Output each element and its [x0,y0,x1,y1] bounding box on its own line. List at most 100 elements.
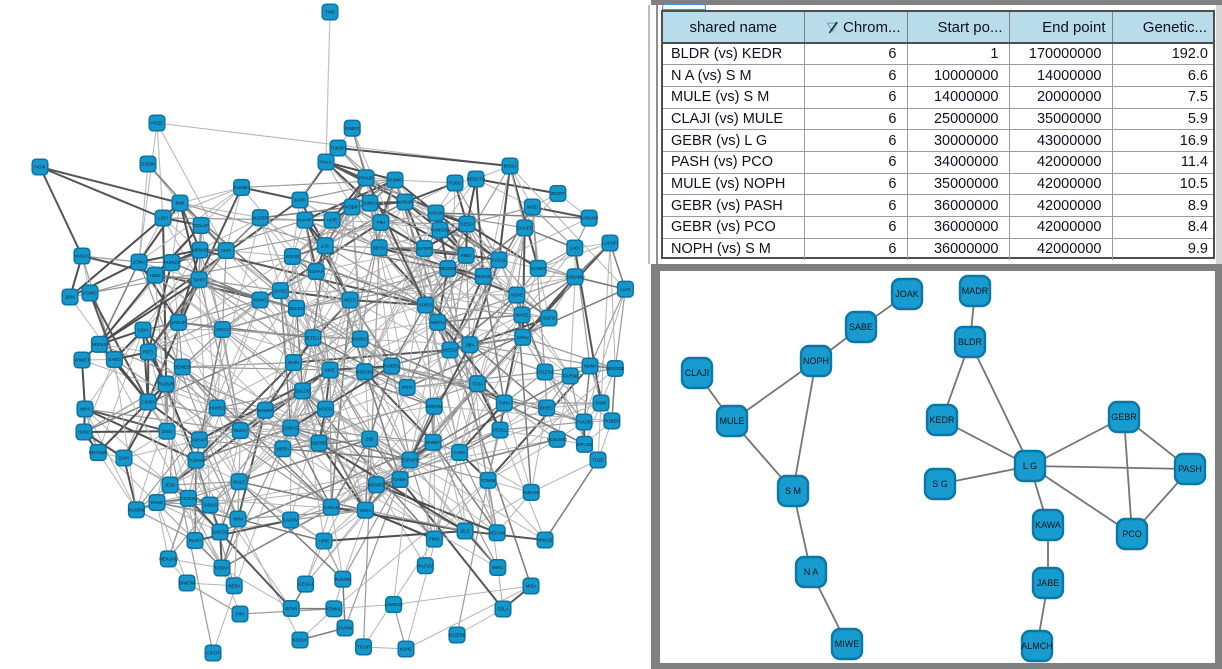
svg-text:KESO: KESO [461,222,474,227]
svg-text:VAGUC: VAGUC [74,254,89,259]
svg-text:GOMIR: GOMIR [531,266,546,271]
svg-text:JOAK: JOAK [895,289,919,299]
svg-text:FAWI: FAWI [596,401,607,406]
svg-text:SIVEMI: SIVEMI [563,374,578,379]
svg-text:KEKA: KEKA [360,508,372,513]
svg-text:WEWES: WEWES [368,482,385,487]
svg-text:LADI: LADI [570,246,580,251]
svg-text:JABE: JABE [1037,578,1060,588]
svg-text:TINE: TINE [325,10,335,15]
svg-text:HOZE: HOZE [151,121,163,126]
svg-text:BIMI: BIMI [175,201,184,206]
svg-text:GAWA: GAWA [394,477,407,482]
svg-text:WOSUG: WOSUG [352,337,370,342]
svg-text:ROBED: ROBED [604,419,620,424]
svg-text:KOBIF: KOBIF [345,205,358,210]
svg-text:S G: S G [932,479,948,489]
svg-text:FEHUWA: FEHUWA [89,450,108,455]
svg-text:JEJU: JEJU [165,483,176,488]
svg-text:ZOMA: ZOMA [133,260,146,265]
svg-text:NURI: NURI [288,360,299,365]
svg-text:WIHI: WIHI [80,407,90,412]
svg-text:GISOK: GISOK [141,162,155,167]
svg-text:MAMI: MAMI [584,364,595,369]
svg-text:RIBO: RIBO [461,253,472,258]
svg-text:NUDEPI: NUDEPI [252,215,269,220]
svg-text:ZILE: ZILE [460,529,469,534]
svg-text:MOFU: MOFU [431,320,444,325]
svg-text:L G: L G [1023,461,1037,471]
svg-text:CIGA: CIGA [138,328,149,333]
svg-text:FINO: FINO [429,537,440,542]
svg-text:FOLESA: FOLESA [536,370,553,375]
svg-text:BIVEC: BIVEC [540,406,553,411]
svg-text:RUJIV: RUJIV [189,538,202,543]
svg-text:BEHO: BEHO [373,245,386,250]
svg-text:HUHEZ: HUHEZ [210,406,225,411]
svg-text:KIJOBA: KIJOBA [234,185,250,190]
svg-text:LUVI: LUVI [621,287,631,292]
svg-text:BOVA: BOVA [285,606,297,611]
svg-text:CLAJI: CLAJI [685,368,710,378]
svg-text:ZIGO: ZIGO [162,429,173,434]
svg-text:MADR: MADR [962,286,989,296]
svg-text:JIBA: JIBA [465,342,474,347]
svg-text:PURUG: PURUG [164,260,180,265]
svg-text:JADUP: JADUP [171,320,185,325]
svg-text:GEBR: GEBR [1111,412,1137,422]
svg-text:MIWE: MIWE [835,639,860,649]
svg-text:GIMEG: GIMEG [345,126,360,131]
svg-text:ZANUG: ZANUG [362,201,378,206]
svg-text:TOMIM: TOMIM [481,478,496,483]
svg-text:N A: N A [804,567,819,577]
svg-text:COJIH: COJIH [141,400,154,405]
svg-text:VECU: VECU [216,327,228,332]
svg-text:FIKI: FIKI [236,612,244,617]
svg-text:BOROM: BOROM [426,404,443,409]
svg-text:NEPA: NEPA [228,583,240,588]
svg-text:DIWEF: DIWEF [426,440,440,445]
svg-text:HUKE: HUKE [78,430,90,435]
svg-text:MEKUVU: MEKUVU [159,557,178,562]
svg-text:PIKI: PIKI [377,220,385,225]
svg-text:HALA: HALA [320,160,332,165]
svg-text:RUKANI: RUKANI [523,490,540,495]
svg-text:CUFI: CUFI [221,248,231,253]
svg-text:LAVOV: LAVOV [283,518,297,523]
svg-text:HIPE: HIPE [327,218,337,223]
svg-text:WASE: WASE [516,313,529,318]
svg-text:ZEZOT: ZEZOT [551,191,566,196]
svg-text:WOGIDA: WOGIDA [356,369,374,374]
svg-text:CARA: CARA [453,450,465,455]
svg-text:HIRE: HIRE [319,539,330,544]
svg-text:ZAPO: ZAPO [294,198,307,203]
svg-text:FUGIS: FUGIS [577,420,590,425]
svg-text:KOCO: KOCO [319,407,333,412]
svg-text:S M: S M [785,486,801,496]
svg-text:PIHUD: PIHUD [359,175,373,180]
svg-text:KARAHO: KARAHO [580,216,599,221]
svg-text:SORO: SORO [419,303,433,308]
svg-text:BLDR: BLDR [958,337,983,347]
svg-text:MIZA: MIZA [526,584,537,589]
svg-text:LIJA: LIJA [321,243,330,248]
svg-text:KOCIB: KOCIB [286,254,300,259]
svg-text:TUCESU: TUCESU [179,496,197,501]
svg-text:FIGIK: FIGIK [34,165,46,170]
svg-text:PASH: PASH [1178,464,1202,474]
svg-text:FELA: FELA [498,607,509,612]
svg-text:VEKAW: VEKAW [489,530,506,535]
svg-text:NEKILE: NEKILE [92,342,108,347]
svg-text:PUJODU: PUJODU [383,364,401,369]
svg-text:POTI: POTI [402,385,412,390]
svg-text:SUFO: SUFO [543,316,556,321]
svg-text:RAHE: RAHE [151,500,163,505]
svg-text:NOPH: NOPH [803,356,829,366]
svg-text:SATER: SATER [417,246,431,251]
svg-text:PCO: PCO [1122,529,1142,539]
svg-text:BAWEF: BAWEF [258,408,274,413]
svg-text:KUHE: KUHE [400,647,412,652]
svg-text:BEKODE: BEKODE [606,366,624,371]
svg-text:MEDIDE: MEDIDE [439,266,456,271]
svg-text:DASIZ: DASIZ [274,288,287,293]
